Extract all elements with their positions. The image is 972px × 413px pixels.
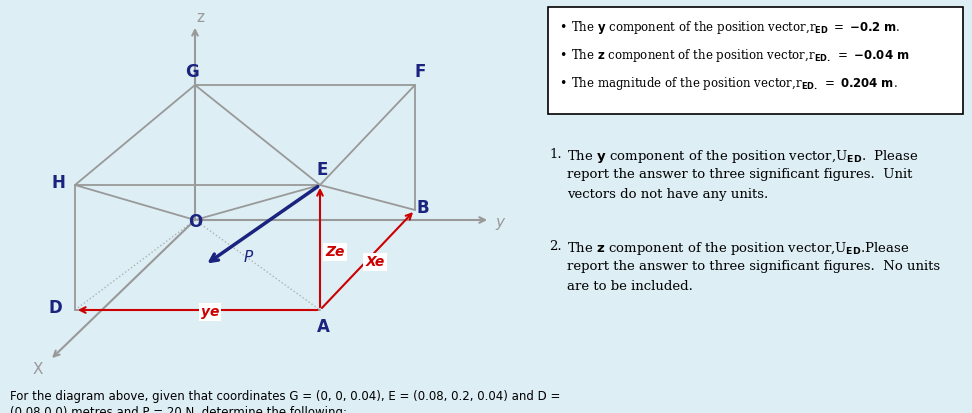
Text: E: E xyxy=(316,161,328,179)
Text: •: • xyxy=(560,76,567,90)
Text: G: G xyxy=(185,63,199,81)
Text: P: P xyxy=(243,251,253,266)
Text: 1.: 1. xyxy=(549,148,562,161)
Text: report the answer to three significant figures.  No units: report the answer to three significant f… xyxy=(568,260,941,273)
Text: A: A xyxy=(317,318,330,336)
Text: O: O xyxy=(188,213,202,231)
Text: ye: ye xyxy=(201,305,220,319)
Text: B: B xyxy=(417,199,430,217)
Text: •: • xyxy=(560,21,567,33)
Text: (0.08,0,0) metres and P = 20 N, determine the following:: (0.08,0,0) metres and P = 20 N, determin… xyxy=(10,406,347,413)
Text: X: X xyxy=(33,363,43,377)
Text: Xe: Xe xyxy=(365,255,385,269)
Text: The $\mathbf{y}$ component of the position vector,U$_\mathbf{ED}$.  Please: The $\mathbf{y}$ component of the positi… xyxy=(568,148,920,165)
Text: •: • xyxy=(560,48,567,62)
FancyBboxPatch shape xyxy=(548,7,963,114)
Text: F: F xyxy=(414,63,426,81)
Text: D: D xyxy=(49,299,62,317)
Text: y: y xyxy=(496,214,504,230)
Text: report the answer to three significant figures.  Unit: report the answer to three significant f… xyxy=(568,168,913,181)
Text: z: z xyxy=(196,10,204,26)
Text: are to be included.: are to be included. xyxy=(568,280,693,293)
Text: The $\mathbf{y}$ component of the position vector,r$_\mathbf{ED}$ $=$ $\mathbf{-: The $\mathbf{y}$ component of the positi… xyxy=(572,19,901,36)
Text: The $\mathbf{z}$ component of the position vector,r$_\mathbf{ED.}$ $=$ $\mathbf{: The $\mathbf{z}$ component of the positi… xyxy=(572,47,910,64)
Text: The magnitude of the position vector,r$_\mathbf{ED.}$ $=$ $\mathbf{0.204}$ $\mat: The magnitude of the position vector,r$_… xyxy=(572,74,898,92)
Text: The $\mathbf{z}$ component of the position vector,U$_\mathbf{ED}$.Please: The $\mathbf{z}$ component of the positi… xyxy=(568,240,910,257)
Text: For the diagram above, given that coordinates G = (0, 0, 0.04), E = (0.08, 0.2, : For the diagram above, given that coordi… xyxy=(10,390,561,403)
Text: 2.: 2. xyxy=(549,240,562,253)
Text: Ze: Ze xyxy=(326,245,345,259)
Text: vectors do not have any units.: vectors do not have any units. xyxy=(568,188,769,201)
Text: H: H xyxy=(52,174,65,192)
